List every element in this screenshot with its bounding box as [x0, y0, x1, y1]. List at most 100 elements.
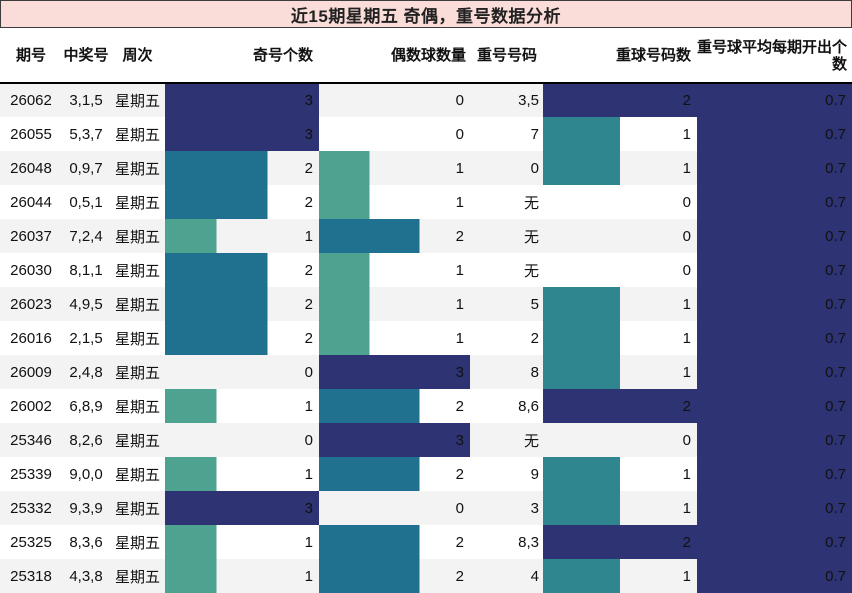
cell-odd-count: 2	[165, 151, 319, 185]
cell-even-count: 1	[319, 253, 470, 287]
cell-even-count: 2	[319, 389, 470, 423]
cell-repeat-numbers: 无	[523, 228, 539, 246]
cell-avg-per-period: 0.7	[697, 423, 852, 457]
cell-winning-numbers: 9,3,9	[69, 499, 103, 517]
table-row: 26023 4,9,5 星期五 2 1 5 1 0.7	[0, 287, 852, 321]
table-row: 25339 9,0,0 星期五 1 2 9 1 0.7	[0, 457, 852, 491]
cell-weekday: 星期五	[114, 466, 160, 484]
cell-repeat-numbers: 0	[530, 159, 539, 177]
cell-issue: 25318	[10, 567, 52, 585]
column-header-odd-count: 奇号个数	[165, 30, 319, 84]
cell-repeat-numbers: 3,5	[518, 92, 539, 109]
cell-issue: 26002	[10, 397, 52, 415]
cell-even-count: 1	[319, 151, 470, 185]
cell-repeat-numbers: 无	[523, 432, 539, 450]
cell-weekday: 星期五	[114, 500, 160, 518]
cell-even-count: 2	[319, 559, 470, 593]
cell-weekday: 星期五	[114, 228, 160, 246]
cell-even-count: 1	[319, 185, 470, 219]
cell-odd-count: 3	[165, 117, 319, 151]
cell-winning-numbers: 9,0,0	[69, 465, 103, 483]
cell-repeat-count: 1	[543, 321, 697, 355]
column-header-issue: 期号	[0, 30, 62, 84]
cell-winning-numbers: 7,2,4	[69, 227, 103, 245]
cell-weekday: 星期五	[114, 296, 160, 314]
cell-winning-numbers: 4,9,5	[69, 295, 103, 313]
cell-issue: 25339	[10, 465, 52, 483]
cell-weekday: 星期五	[114, 568, 160, 586]
table-row: 25318 4,3,8 星期五 1 2 4 1 0.7	[0, 559, 852, 593]
cell-winning-numbers: 8,1,1	[69, 261, 103, 279]
table-header: 期号 中奖号 周次 奇号个数 偶数球数量 重号号码 重球号码数 重号球平均每期开…	[0, 30, 852, 84]
column-header-repeat-numbers: 重号号码	[470, 30, 543, 84]
cell-avg-per-period: 0.7	[697, 525, 852, 559]
table-row: 26009 2,4,8 星期五 0 3 8 1 0.7	[0, 355, 852, 389]
cell-repeat-numbers: 8,6	[518, 397, 539, 415]
cell-even-count: 0	[455, 125, 464, 143]
cell-odd-count: 1	[165, 457, 319, 491]
cell-repeat-count: 1	[543, 151, 697, 185]
cell-avg-per-period: 0.7	[697, 559, 852, 593]
cell-avg-per-period: 0.7	[697, 321, 852, 355]
column-header-even-count: 偶数球数量	[319, 30, 470, 84]
table-row: 25332 9,3,9 星期五 3 0 3 1 0.7	[0, 491, 852, 525]
cell-repeat-count: 2	[543, 389, 697, 423]
cell-avg-per-period: 0.7	[697, 457, 852, 491]
cell-weekday: 星期五	[114, 194, 160, 212]
cell-avg-per-period: 0.7	[697, 389, 852, 423]
cell-odd-count: 1	[165, 389, 319, 423]
cell-issue: 25346	[10, 431, 52, 449]
cell-repeat-numbers: 无	[523, 194, 539, 212]
table-row: 26044 0,5,1 星期五 2 1 无 0 0.7	[0, 185, 852, 219]
column-header-avg-repeat-per-period: 重号球平均每期开出个数	[697, 30, 852, 84]
table-row: 25325 8,3,6 星期五 1 2 8,3 2 0.7	[0, 525, 852, 559]
column-header-weekday: 周次	[110, 30, 165, 84]
cell-repeat-count: 0	[682, 431, 691, 449]
cell-repeat-numbers: 无	[523, 262, 539, 280]
cell-winning-numbers: 2,1,5	[69, 329, 103, 347]
cell-odd-count: 0	[304, 431, 313, 449]
cell-odd-count: 1	[165, 219, 319, 253]
table-row: 26048 0,9,7 星期五 2 1 0 1 0.7	[0, 151, 852, 185]
cell-repeat-count: 2	[543, 83, 697, 117]
cell-repeat-count: 1	[543, 355, 697, 389]
table-row: 26037 7,2,4 星期五 1 2 无 0 0.7	[0, 219, 852, 253]
cell-even-count: 3	[319, 355, 470, 389]
column-header-repeat-count: 重球号码数	[543, 30, 697, 84]
cell-weekday: 星期五	[114, 432, 160, 450]
cell-odd-count: 1	[165, 559, 319, 593]
cell-repeat-count: 1	[543, 457, 697, 491]
cell-even-count: 3	[319, 423, 470, 457]
cell-avg-per-period: 0.7	[697, 253, 852, 287]
cell-repeat-count: 1	[543, 491, 697, 525]
cell-weekday: 星期五	[114, 126, 160, 144]
cell-repeat-count: 2	[543, 525, 697, 559]
table-row: 26055 5,3,7 星期五 3 0 7 1 0.7	[0, 117, 852, 151]
table-body: 26062 3,1,5 星期五 3 0 3,5 2 0.7 26055 5,3,7 星期五 3 0 7 1 0…	[0, 83, 852, 593]
cell-weekday: 星期五	[114, 93, 160, 110]
cell-odd-count: 2	[165, 321, 319, 355]
cell-repeat-count: 0	[682, 261, 691, 279]
cell-even-count: 0	[455, 92, 464, 109]
cell-repeat-numbers: 5	[530, 295, 539, 313]
cell-repeat-count: 0	[682, 193, 691, 211]
cell-avg-per-period: 0.7	[697, 355, 852, 389]
table-row: 26062 3,1,5 星期五 3 0 3,5 2 0.7	[0, 83, 852, 117]
cell-weekday: 星期五	[114, 160, 160, 178]
page-title-text: 近15期星期五 奇偶，重号数据分析	[290, 6, 562, 26]
cell-winning-numbers: 8,2,6	[69, 431, 103, 449]
cell-odd-count: 1	[165, 525, 319, 559]
cell-issue: 25325	[10, 533, 52, 551]
cell-repeat-numbers: 9	[530, 465, 539, 483]
cell-winning-numbers: 4,3,8	[69, 567, 103, 585]
table-row: 26030 8,1,1 星期五 2 1 无 0 0.7	[0, 253, 852, 287]
cell-issue: 26044	[10, 193, 52, 211]
cell-odd-count: 2	[165, 185, 319, 219]
cell-avg-per-period: 0.7	[697, 287, 852, 321]
cell-issue: 26023	[10, 295, 52, 313]
cell-issue: 26055	[10, 125, 52, 143]
cell-issue: 25332	[10, 499, 52, 517]
cell-even-count: 2	[319, 219, 470, 253]
column-header-winning-numbers: 中奖号	[62, 30, 110, 84]
cell-issue: 26062	[10, 92, 52, 109]
